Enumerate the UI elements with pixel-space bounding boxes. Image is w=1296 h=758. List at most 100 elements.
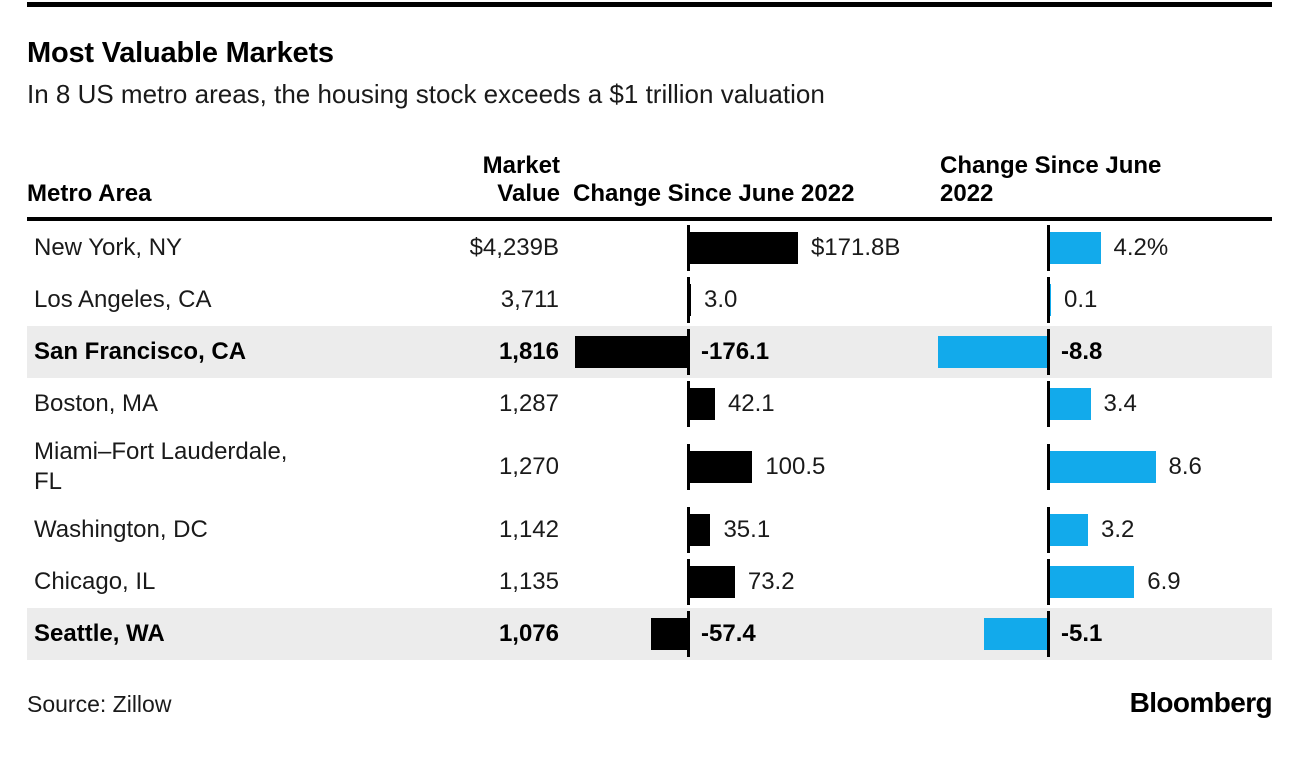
change-billions-label: 42.1 bbox=[727, 390, 775, 418]
market-value-cell: 1,816 bbox=[498, 338, 559, 366]
change-billions-label: -176.1 bbox=[701, 338, 770, 366]
table-row: Chicago, IL 1,135 73.2 6.9 bbox=[27, 556, 1272, 608]
change-percent-bar-cell: -5.1 bbox=[935, 611, 1272, 658]
metro-area-cell: New York, NY bbox=[34, 234, 183, 262]
change-percent-label: 8.6 bbox=[1168, 453, 1202, 481]
table-row: Los Angeles, CA 3,711 3.0 0.1 bbox=[27, 274, 1272, 326]
change-percent-bar-cell: 4.2% bbox=[935, 225, 1272, 272]
table-body: New York, NY $4,239B $171.8B 4.2% Los An… bbox=[27, 222, 1272, 661]
axis-tick bbox=[687, 277, 690, 324]
metro-area-cell: Los Angeles, CA bbox=[34, 286, 212, 314]
header-rule bbox=[27, 217, 1272, 222]
change-percent-bar-cell: 3.4 bbox=[935, 381, 1272, 428]
axis-tick bbox=[687, 381, 690, 428]
table-row: San Francisco, CA 1,816 -176.1 -8.8 bbox=[27, 326, 1272, 379]
market-value-cell: 1,270 bbox=[498, 453, 559, 481]
change-billions-bar bbox=[688, 514, 711, 547]
metro-area-cell: Washington, DC bbox=[34, 516, 208, 544]
column-header-metro-area: Metro Area bbox=[27, 180, 152, 208]
change-percent-bar-cell: -8.8 bbox=[935, 329, 1272, 376]
table-row: New York, NY $4,239B $171.8B 4.2% bbox=[27, 222, 1272, 274]
change-billions-label: 100.5 bbox=[765, 453, 826, 481]
axis-tick bbox=[1047, 507, 1050, 554]
change-billions-bar-cell: $171.8B bbox=[560, 225, 935, 272]
chart-title: Most Valuable Markets bbox=[27, 37, 334, 69]
source-credit: Source: Zillow bbox=[27, 691, 172, 718]
change-percent-bar bbox=[984, 618, 1048, 651]
change-billions-label: $171.8B bbox=[810, 234, 901, 262]
axis-tick bbox=[687, 225, 690, 272]
change-percent-bar bbox=[938, 336, 1048, 369]
table-row: Washington, DC 1,142 35.1 3.2 bbox=[27, 504, 1272, 556]
change-percent-label: -5.1 bbox=[1061, 620, 1103, 648]
change-percent-label: 3.2 bbox=[1101, 516, 1135, 544]
change-billions-bar-cell: 3.0 bbox=[560, 277, 935, 324]
change-billions-bar-cell: 100.5 bbox=[560, 437, 935, 497]
axis-tick bbox=[1047, 277, 1050, 324]
axis-tick bbox=[1047, 225, 1050, 272]
change-percent-label: 6.9 bbox=[1147, 568, 1181, 596]
axis-tick bbox=[1047, 444, 1050, 491]
change-percent-label: 4.2% bbox=[1113, 234, 1169, 262]
change-percent-bar bbox=[1048, 514, 1088, 547]
change-percent-bar-cell: 6.9 bbox=[935, 559, 1272, 606]
change-percent-bar-cell: 8.6 bbox=[935, 437, 1272, 497]
table-row: Miami–Fort Lauderdale, FL 1,270 100.5 8.… bbox=[27, 430, 1272, 504]
change-percent-bar-cell: 0.1 bbox=[935, 277, 1272, 324]
change-percent-bar-cell: 3.2 bbox=[935, 507, 1272, 554]
change-billions-bar-cell: 42.1 bbox=[560, 381, 935, 428]
axis-tick bbox=[687, 559, 690, 606]
axis-tick bbox=[1047, 559, 1050, 606]
change-percent-bar bbox=[1048, 566, 1135, 599]
change-billions-bar-cell: 35.1 bbox=[560, 507, 935, 554]
change-billions-bar bbox=[688, 232, 798, 265]
metro-area-cell: Seattle, WA bbox=[34, 620, 165, 648]
axis-tick bbox=[687, 329, 690, 376]
change-percent-label: -8.8 bbox=[1061, 338, 1103, 366]
change-billions-label: 73.2 bbox=[747, 568, 795, 596]
change-billions-bar-cell: 73.2 bbox=[560, 559, 935, 606]
axis-tick bbox=[1047, 381, 1050, 428]
change-percent-bar bbox=[1048, 451, 1156, 484]
column-header-change-billions: Change Since June 2022 bbox=[573, 180, 855, 208]
chart-subtitle: In 8 US metro areas, the housing stock e… bbox=[27, 79, 825, 109]
change-billions-bar bbox=[688, 566, 735, 599]
market-value-cell: 1,076 bbox=[498, 620, 559, 648]
metro-area-cell: Chicago, IL bbox=[34, 568, 156, 596]
bloomberg-chart-card: Most Valuable Markets In 8 US metro area… bbox=[27, 2, 1273, 719]
change-billions-label: 3.0 bbox=[704, 286, 738, 314]
axis-tick bbox=[687, 444, 690, 491]
change-percent-bar bbox=[1048, 232, 1101, 265]
change-billions-bar bbox=[575, 336, 688, 369]
axis-tick bbox=[1047, 329, 1050, 376]
change-billions-bar bbox=[688, 388, 715, 421]
change-billions-bar bbox=[651, 618, 688, 651]
table-row: Boston, MA 1,287 42.1 3.4 bbox=[27, 378, 1272, 430]
metro-area-cell: San Francisco, CA bbox=[34, 338, 247, 366]
change-billions-bar-cell: -176.1 bbox=[560, 329, 935, 376]
change-billions-label: 35.1 bbox=[723, 516, 771, 544]
market-value-cell: 1,135 bbox=[498, 568, 559, 596]
column-header-change-percent: Change Since June 2022 bbox=[940, 152, 1162, 208]
column-header-market-value: Market Value bbox=[482, 152, 560, 208]
market-value-cell: 3,711 bbox=[500, 286, 559, 314]
market-value-cell: $4,239B bbox=[469, 234, 559, 262]
change-percent-label: 0.1 bbox=[1064, 286, 1098, 314]
axis-tick bbox=[1047, 611, 1050, 658]
axis-tick bbox=[687, 507, 690, 554]
market-value-cell: 1,287 bbox=[498, 390, 559, 418]
market-value-cell: 1,142 bbox=[498, 516, 559, 544]
change-billions-bar-cell: -57.4 bbox=[560, 611, 935, 658]
table-row: Seattle, WA 1,076 -57.4 -5.1 bbox=[27, 608, 1272, 661]
top-rule bbox=[27, 2, 1272, 7]
metro-area-cell: Boston, MA bbox=[34, 390, 159, 418]
metro-area-cell: Miami–Fort Lauderdale, FL bbox=[34, 438, 288, 496]
footer: Source: Zillow Bloomberg bbox=[27, 687, 1273, 719]
change-percent-bar bbox=[1048, 388, 1091, 421]
axis-tick bbox=[687, 611, 690, 658]
table-header-row: Metro Area Market Value Change Since Jun… bbox=[27, 152, 1272, 217]
bloomberg-logo: Bloomberg bbox=[1129, 687, 1273, 719]
change-billions-bar bbox=[688, 451, 753, 484]
change-percent-label: 3.4 bbox=[1103, 390, 1137, 418]
change-billions-label: -57.4 bbox=[701, 620, 756, 648]
